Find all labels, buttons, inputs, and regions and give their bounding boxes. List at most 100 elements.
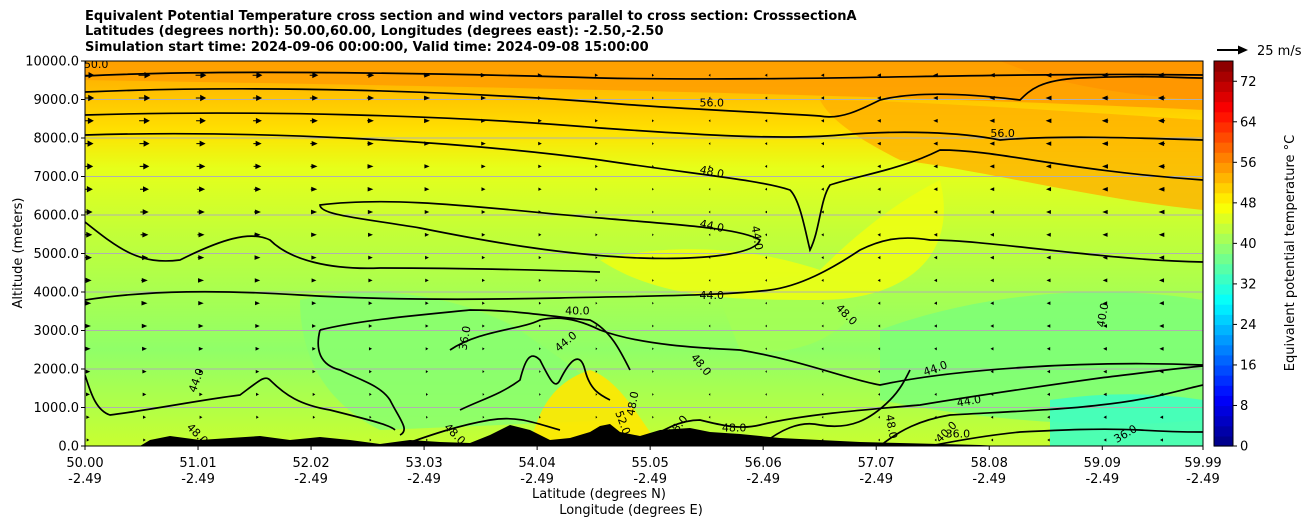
wind-vector — [1101, 118, 1109, 124]
colorbar-segment — [1214, 111, 1233, 123]
wind-vector — [253, 117, 262, 124]
chart-title-line-2: Latitudes (degrees north): 50.00,60.00, … — [85, 24, 664, 39]
wind-vector — [197, 209, 205, 215]
wind-vector — [595, 393, 598, 396]
y-tick-label: 0.0 — [58, 440, 79, 455]
wind-vector — [142, 369, 147, 374]
wind-vector — [310, 186, 318, 192]
y-tick-label: 1000.0 — [34, 401, 80, 416]
wind-vector — [482, 324, 485, 328]
wind-vector — [539, 370, 541, 373]
wind-vector — [310, 140, 318, 147]
wind-vector — [368, 255, 373, 260]
wind-vector — [539, 393, 541, 396]
wind-vector — [595, 279, 598, 282]
wind-vector — [482, 301, 485, 305]
contour-label: 44.0 — [748, 225, 765, 251]
wind-vector — [85, 186, 93, 193]
wind-vector — [652, 119, 654, 123]
colorbar-segment — [1214, 212, 1233, 224]
contour-line — [85, 237, 1203, 301]
wind-vector — [594, 96, 599, 100]
wind-vector — [652, 324, 654, 328]
wind-vector — [877, 141, 881, 146]
colorbar-segment — [1214, 364, 1233, 376]
wind-vector — [1045, 95, 1052, 101]
wind-vector — [990, 278, 994, 283]
wind-vector — [142, 415, 147, 419]
wind-vector — [595, 415, 598, 419]
wind-vector — [86, 438, 90, 442]
wind-vector — [764, 142, 768, 146]
wind-vector — [765, 370, 767, 373]
wind-vector — [1158, 278, 1165, 283]
wind-vector — [877, 255, 881, 260]
wind-vector — [199, 392, 203, 397]
wind-vector — [1046, 301, 1051, 306]
colorbar-segment — [1214, 405, 1233, 417]
wind-vector — [652, 142, 654, 145]
wind-vector — [197, 232, 205, 238]
wind-vector — [878, 415, 880, 419]
wind-vector — [765, 210, 767, 214]
wind-vector — [369, 438, 372, 442]
x-tick-label-lat: 52.02 — [292, 456, 329, 471]
contour-line — [85, 71, 1203, 80]
colorbar-tick-label: 0 — [1240, 440, 1248, 455]
wind-vector — [1159, 369, 1164, 374]
wind-vector — [934, 438, 937, 442]
wind-vector — [253, 163, 262, 170]
wind-vector — [539, 438, 541, 442]
wind-vector — [934, 392, 937, 396]
contour-label: 56.0 — [990, 127, 1015, 140]
wind-vector — [933, 73, 938, 78]
wind-vector — [366, 72, 375, 78]
wind-vector — [764, 73, 768, 77]
wind-vector — [255, 346, 260, 351]
wind-vector — [425, 347, 429, 351]
wind-vector — [708, 370, 711, 373]
wind-vector — [85, 208, 93, 216]
wind-vector — [1102, 324, 1108, 328]
colorbar-segment — [1214, 131, 1233, 143]
wind-vector — [595, 324, 598, 328]
wind-vector — [1046, 278, 1051, 283]
wind-vector — [708, 233, 711, 237]
wind-vector — [481, 233, 486, 237]
x-tick-label-lon: -2.49 — [972, 472, 1006, 487]
wind-vector — [989, 164, 995, 169]
wind-vector — [990, 347, 994, 351]
x-tick-label-lat: 55.05 — [632, 456, 669, 471]
wind-vector — [1101, 141, 1109, 146]
wind-vector — [1101, 95, 1109, 101]
wind-vector — [1046, 255, 1051, 260]
wind-vector — [367, 164, 374, 169]
wind-vector — [254, 209, 261, 215]
wind-vector — [821, 301, 824, 305]
wind-vector — [481, 164, 486, 169]
wind-vector — [196, 163, 206, 170]
wind-vector — [425, 370, 429, 374]
x-axis-label-2: Longitude (degrees E) — [559, 503, 703, 518]
wind-vector — [253, 140, 262, 147]
wind-vector — [765, 347, 767, 351]
wind-vector — [652, 393, 654, 396]
wind-vector — [595, 438, 598, 442]
wind-vector — [1159, 324, 1164, 328]
wind-vector — [141, 323, 148, 329]
wind-vector — [934, 324, 937, 328]
wind-vector — [311, 301, 317, 306]
colorbar-tick-label: 8 — [1240, 399, 1248, 414]
wind-vector — [708, 73, 711, 77]
wind-vector — [369, 370, 372, 374]
wind-vector — [140, 232, 149, 238]
colorbar-segment — [1214, 263, 1233, 275]
colorbar: 0 8 16 24 32 40 48 56 64 72 — [1213, 60, 1257, 455]
contour-label: 44.0 — [698, 217, 725, 235]
wind-vector — [933, 278, 938, 283]
x-tick-label-lon: -2.49 — [859, 472, 893, 487]
wind-vector — [877, 324, 881, 328]
wind-vector — [877, 301, 881, 305]
wind-vector — [1158, 232, 1165, 238]
wind-vector — [933, 255, 938, 260]
